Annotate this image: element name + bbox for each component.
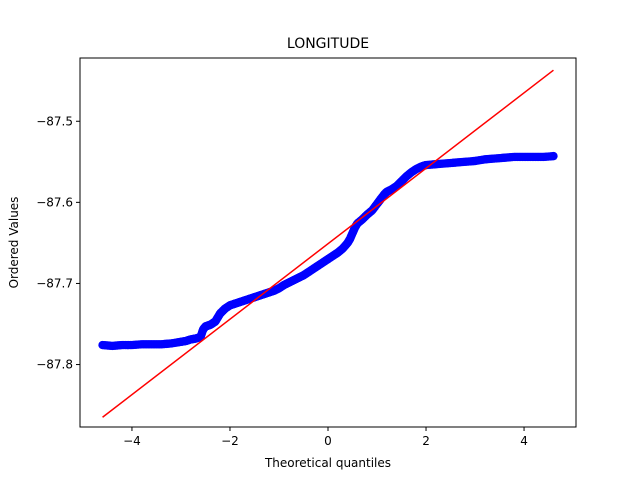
- x-axis: −4 −2 0 2 4: [123, 427, 528, 448]
- y-tick-label: −87.5: [36, 114, 73, 128]
- x-tick-label: 0: [324, 434, 332, 448]
- y-tick-label: −87.7: [36, 276, 73, 290]
- fit-line: [102, 69, 554, 418]
- data-point: [549, 151, 558, 161]
- x-tick-label: −2: [221, 434, 239, 448]
- y-axis-label: Ordered Values: [7, 197, 21, 289]
- x-axis-label: Theoretical quantiles: [264, 456, 391, 470]
- x-tick-label: −4: [123, 434, 141, 448]
- fit-line-segment: [102, 69, 554, 418]
- y-axis: −87.8 −87.7 −87.6 −87.5: [36, 114, 80, 372]
- chart-title: LONGITUDE: [287, 36, 369, 52]
- x-tick-label: 4: [520, 434, 528, 448]
- x-tick-label: 2: [422, 434, 430, 448]
- y-tick-label: −87.8: [36, 358, 73, 372]
- y-tick-label: −87.6: [36, 195, 73, 209]
